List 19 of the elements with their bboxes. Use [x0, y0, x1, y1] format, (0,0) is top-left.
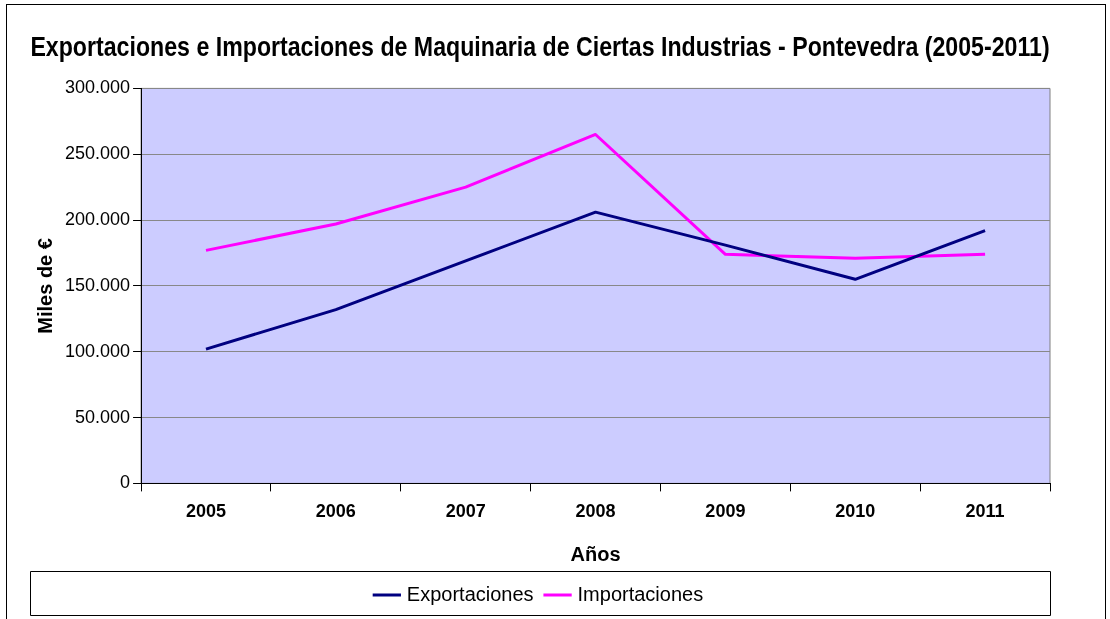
x-tick-label: 2008: [575, 501, 616, 522]
x-tick-label: 2009: [705, 501, 746, 522]
y-axis-title: Miles de €: [33, 238, 56, 334]
x-tick-label: 2005: [185, 501, 227, 522]
y-tick-label: 300.000: [64, 77, 131, 98]
y-tick-label: 250.000: [64, 143, 131, 164]
x-tick-label: 2006: [315, 501, 356, 522]
x-axis-title: Años: [570, 542, 621, 565]
legend-label: Importaciones: [577, 582, 704, 605]
y-tick-label: 0: [120, 472, 131, 493]
chart-title: Exportaciones e Importaciones de Maquinaria de Ciertas Industrias - Pontevedra (2005-2011): [30, 30, 1050, 62]
y-tick-label: 150.000: [64, 274, 131, 295]
x-tick-label: 2010: [835, 501, 876, 522]
legend-label: Exportaciones: [406, 582, 534, 605]
y-tick-label: 50.000: [75, 406, 131, 427]
y-tick-label: 200.000: [64, 209, 131, 230]
y-tick-label: 100.000: [64, 340, 131, 361]
x-tick-label: 2011: [965, 501, 1005, 522]
x-tick-label: 2007: [445, 501, 486, 522]
